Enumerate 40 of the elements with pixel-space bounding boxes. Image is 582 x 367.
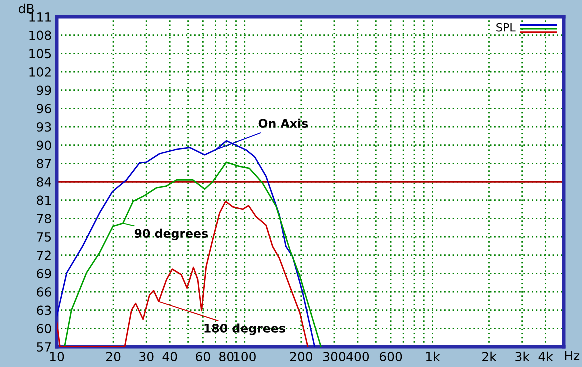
y-tick-label: 111 — [30, 12, 51, 22]
x-tick-label: 600 — [380, 352, 402, 362]
x-tick-label: 100 — [234, 352, 256, 362]
y-tick-label: 108 — [30, 30, 52, 40]
y-tick-label: 63 — [37, 306, 52, 316]
x-tick-label: 20 — [106, 352, 121, 362]
y-tick-label: 69 — [37, 269, 52, 279]
x-tick-label: 300 — [324, 352, 346, 362]
series-label: 180 degrees — [204, 324, 286, 336]
x-axis-title: Hz — [565, 351, 580, 360]
x-tick-label: 200 — [290, 352, 312, 362]
x-tick-label: 4k — [538, 352, 554, 362]
x-tick-label: 1k — [426, 352, 440, 362]
y-axis-title: dB — [19, 4, 34, 14]
x-tick-label: 40 — [162, 352, 178, 362]
y-tick-label: 75 — [37, 232, 52, 242]
y-tick-label: 57 — [37, 342, 52, 352]
x-tick-label: 2k — [482, 352, 497, 362]
x-tick-label: 400 — [346, 352, 370, 362]
x-tick-label: 60 — [196, 352, 210, 362]
y-tick-label: 90 — [37, 140, 52, 150]
y-tick-label: 99 — [37, 86, 52, 96]
annotation: SPL — [496, 23, 516, 32]
y-tick-label: 93 — [37, 122, 52, 132]
x-tick-label: 30 — [140, 352, 154, 362]
x-tick-label: 3k — [516, 352, 530, 362]
y-tick-label: 60 — [37, 324, 52, 334]
x-tick-label: 80 — [220, 352, 234, 362]
y-tick-label: 81 — [37, 196, 51, 206]
y-tick-label: 78 — [37, 214, 52, 224]
y-tick-label: 96 — [37, 104, 52, 114]
y-tick-label: 102 — [30, 67, 51, 77]
text: On Axis — [258, 118, 308, 128]
y-tick-label: 105 — [30, 49, 52, 59]
y-tick-label: 84 — [37, 177, 52, 187]
y-tick-label: 72 — [37, 250, 51, 260]
y-tick-label: 87 — [37, 159, 52, 169]
y-tick-label: 66 — [37, 287, 52, 297]
x-tick-label: 10 — [50, 352, 64, 362]
legend-label: 90 degrees — [134, 228, 208, 240]
